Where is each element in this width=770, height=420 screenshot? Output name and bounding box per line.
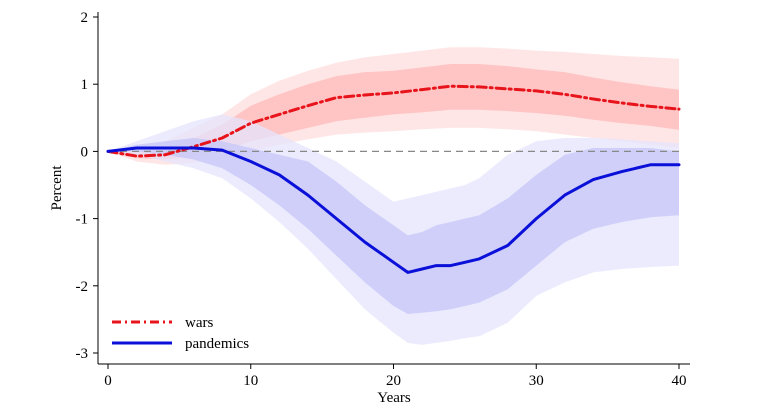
series-line-pandemics xyxy=(106,146,681,274)
y-tick-label: -1 xyxy=(76,212,89,228)
x-tick-label: 20 xyxy=(386,373,401,389)
x-axis-title: Years xyxy=(377,390,411,406)
y-axis-title: Percent xyxy=(49,165,65,211)
series-lines xyxy=(106,84,681,274)
x-tick-label: 40 xyxy=(672,373,687,389)
y-tick-label: 0 xyxy=(81,144,89,160)
band-inner-pandemics xyxy=(108,138,679,314)
legend-label-pandemics: pandemics xyxy=(185,336,249,352)
y-tick-label: -2 xyxy=(76,279,89,295)
y-ticks: -3 -2 -1 0 1 2 xyxy=(76,10,98,362)
x-ticks: 0 10 20 30 40 xyxy=(104,364,687,389)
axes: -3 -2 -1 0 1 2 0 10 20 30 40 xyxy=(76,10,690,389)
y-tick-label: 1 xyxy=(81,77,89,93)
confidence-bands xyxy=(108,47,679,345)
x-tick-label: 0 xyxy=(104,373,112,389)
x-tick-label: 10 xyxy=(243,373,258,389)
x-tick-label: 30 xyxy=(529,373,544,389)
legend: wars pandemics xyxy=(112,315,249,352)
y-tick-label: -3 xyxy=(76,346,89,362)
y-tick-label: 2 xyxy=(81,10,89,26)
series-line-wars xyxy=(106,84,681,158)
legend-label-wars: wars xyxy=(185,315,213,331)
